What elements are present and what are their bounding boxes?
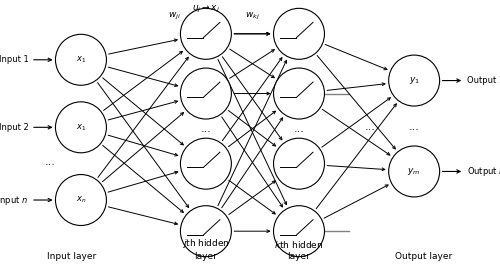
Text: Output 1: Output 1 xyxy=(466,76,500,85)
Text: $w_{kj}$: $w_{kj}$ xyxy=(245,11,260,23)
Text: $y_m$: $y_m$ xyxy=(408,166,421,177)
Text: ...: ... xyxy=(408,122,420,132)
Text: ...: ... xyxy=(45,157,56,167)
Text: $x_1$: $x_1$ xyxy=(76,122,86,132)
Text: ...: ... xyxy=(364,122,376,132)
Ellipse shape xyxy=(180,8,232,59)
Ellipse shape xyxy=(388,55,440,106)
Text: $k$th hidden
layer: $k$th hidden layer xyxy=(274,239,324,261)
Text: Input layer: Input layer xyxy=(46,252,96,261)
Ellipse shape xyxy=(180,138,232,189)
Ellipse shape xyxy=(56,102,106,153)
Text: $j$th hidden
layer: $j$th hidden layer xyxy=(182,237,230,261)
Text: ...: ... xyxy=(200,123,211,134)
Text: ...: ... xyxy=(294,123,304,134)
Ellipse shape xyxy=(274,68,324,119)
Ellipse shape xyxy=(274,138,324,189)
Text: Output $m$: Output $m$ xyxy=(466,165,500,178)
Ellipse shape xyxy=(180,68,232,119)
Ellipse shape xyxy=(56,175,106,226)
Text: Input 2: Input 2 xyxy=(0,123,28,132)
Text: $u_j \rightarrow x_j$: $u_j \rightarrow x_j$ xyxy=(192,4,220,15)
Text: $y_1$: $y_1$ xyxy=(408,75,420,86)
Text: Input 1: Input 1 xyxy=(0,55,28,64)
Ellipse shape xyxy=(180,206,232,257)
Ellipse shape xyxy=(274,8,324,59)
Ellipse shape xyxy=(56,34,106,85)
Text: Output layer: Output layer xyxy=(396,252,452,261)
Text: $x_1$: $x_1$ xyxy=(76,55,86,65)
Text: $x_n$: $x_n$ xyxy=(76,195,86,205)
Text: Input $n$: Input $n$ xyxy=(0,193,28,206)
Ellipse shape xyxy=(274,206,324,257)
Text: $w_{ji}$: $w_{ji}$ xyxy=(168,11,180,23)
Ellipse shape xyxy=(388,146,440,197)
